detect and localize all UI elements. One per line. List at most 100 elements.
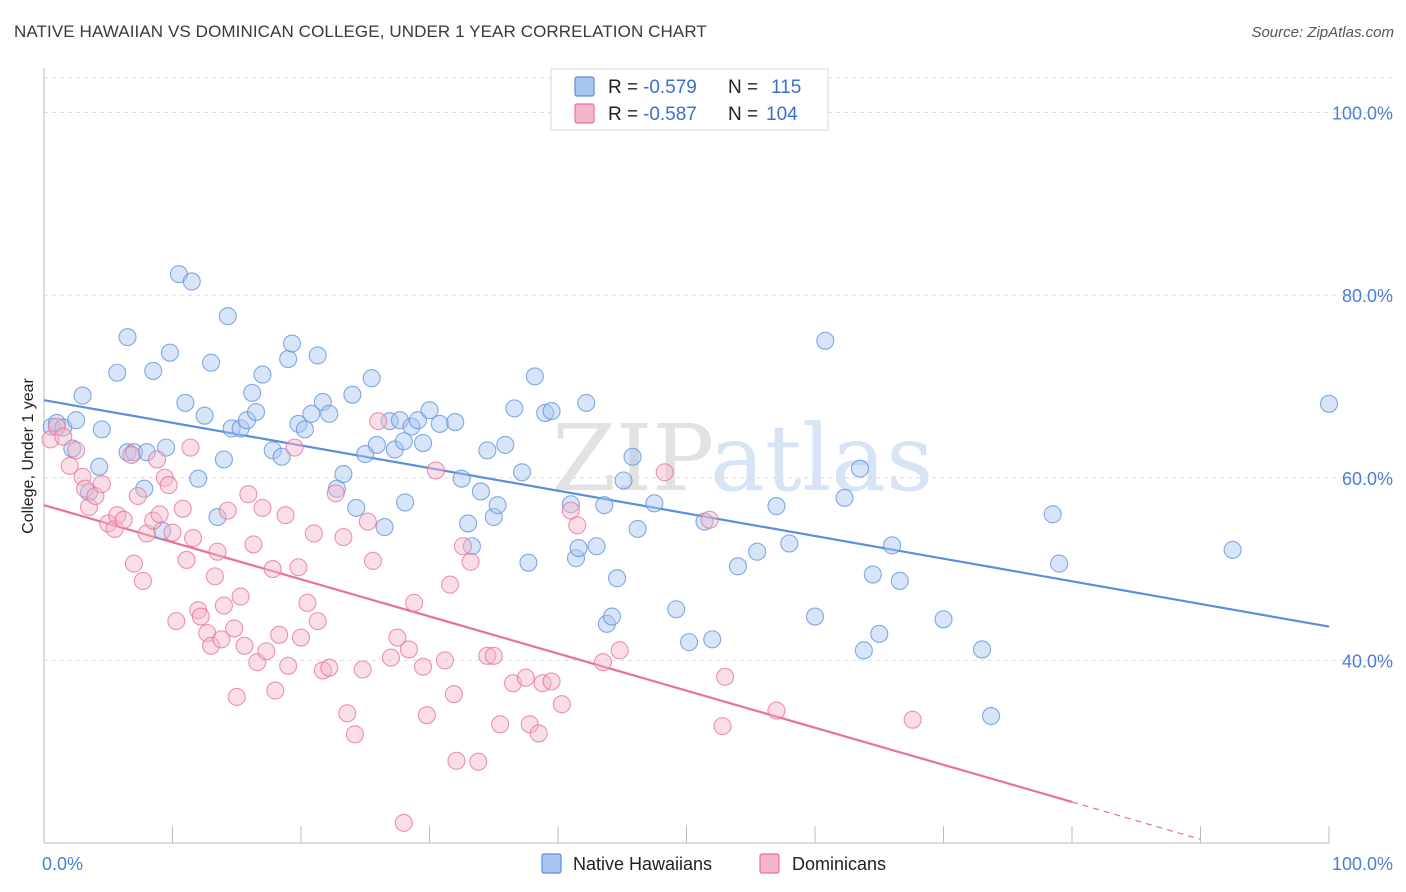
point-dominicans-16 — [128, 486, 147, 506]
point-native-hawaiians-88 — [645, 494, 664, 513]
point-native-hawaiians-106 — [934, 610, 953, 629]
point-dominicans-7 — [79, 497, 99, 517]
point-native-hawaiians-95 — [767, 497, 786, 516]
point-dominicans-43 — [239, 485, 258, 504]
point-native-hawaiians-54 — [390, 411, 409, 430]
point-dominicans-92 — [542, 672, 561, 691]
point-dominicans-91 — [533, 674, 552, 693]
point-native-hawaiians-102 — [863, 565, 882, 584]
point-dominicans-19 — [144, 511, 163, 530]
point-dominicans-86 — [491, 715, 510, 734]
point-dominicans-102 — [767, 701, 786, 720]
point-native-hawaiians-7 — [90, 457, 109, 476]
point-dominicans-73 — [405, 593, 424, 612]
point-native-hawaiians-100 — [850, 459, 870, 478]
point-native-hawaiians-63 — [458, 514, 478, 533]
point-native-hawaiians-15 — [144, 361, 163, 380]
y-tick-label-0: 40.0% — [1342, 651, 1393, 671]
legend-swatch-blue — [574, 76, 595, 97]
point-native-hawaiians-20 — [176, 393, 195, 412]
point-dominicans-103 — [903, 710, 922, 729]
point-dominicans-28 — [181, 438, 200, 457]
point-dominicans-82 — [461, 552, 480, 571]
point-dominicans-29 — [184, 528, 203, 548]
point-dominicans-37 — [214, 596, 233, 615]
point-dominicans-66 — [358, 512, 377, 531]
point-dominicans-71 — [394, 813, 413, 832]
legend-blue-n-label: N = — [728, 77, 758, 98]
series-legend: Native Hawaiians Dominicans — [541, 853, 886, 874]
trend-lines — [43, 399, 1330, 840]
point-dominicans-27 — [177, 550, 196, 569]
point-dominicans-58 — [308, 612, 327, 631]
point-dominicans-67 — [363, 551, 383, 570]
point-native-hawaiians-55 — [396, 493, 415, 512]
point-native-hawaiians-65 — [471, 482, 490, 501]
point-dominicans-85 — [484, 646, 503, 665]
point-native-hawaiians-21 — [182, 272, 201, 291]
point-dominicans-50 — [270, 625, 289, 644]
point-dominicans-100 — [713, 717, 732, 736]
legend-pink-r-value: -0.587 — [643, 104, 697, 125]
point-dominicans-99 — [700, 510, 719, 529]
trend-line-dominicans — [43, 504, 1073, 803]
point-native-hawaiians-27 — [218, 307, 237, 326]
point-native-hawaiians-47 — [347, 498, 366, 517]
x-tick-label-1: 100.0% — [1332, 854, 1393, 874]
axes: 40.0% 60.0% 80.0% 100.0% 0.0% 100.0% — [42, 68, 1393, 874]
point-dominicans-33 — [202, 636, 221, 655]
legend-blue-n-value: 115 — [771, 77, 801, 98]
point-native-hawaiians-113 — [394, 432, 413, 451]
point-dominicans-57 — [304, 524, 323, 543]
point-native-hawaiians-50 — [367, 435, 386, 454]
point-dominicans-78 — [441, 575, 460, 594]
point-dominicans-12 — [108, 506, 127, 525]
watermark: ZIP atlas — [552, 405, 933, 512]
point-dominicans-3 — [60, 456, 79, 475]
point-native-hawaiians-3 — [67, 411, 86, 430]
point-native-hawaiians-43 — [320, 404, 339, 423]
point-native-hawaiians-40 — [302, 404, 321, 423]
point-dominicans-38 — [218, 501, 237, 520]
y-axis-title: College, Under 1 year — [20, 378, 37, 534]
point-dominicans-47 — [257, 642, 276, 661]
point-native-hawaiians-25 — [208, 507, 227, 527]
point-dominicans-24 — [163, 523, 182, 542]
point-native-hawaiians-5 — [92, 420, 111, 439]
point-native-hawaiians-70 — [505, 399, 524, 418]
point-native-hawaiians-104 — [883, 536, 902, 555]
point-native-hawaiians-68 — [488, 496, 507, 515]
data-points — [41, 265, 1339, 832]
point-dominicans-49 — [266, 681, 285, 700]
point-native-hawaiians-71 — [512, 463, 532, 482]
point-native-hawaiians-56 — [402, 417, 421, 436]
series-label-dominicans: Dominicans — [792, 854, 886, 874]
point-dominicans-36 — [212, 630, 231, 649]
y-tick-label-2: 80.0% — [1342, 286, 1393, 306]
point-native-hawaiians-94 — [748, 542, 767, 561]
point-dominicans-97 — [610, 641, 629, 660]
point-dominicans-70 — [388, 628, 407, 647]
point-native-hawaiians-78 — [569, 539, 588, 558]
y-tick-label-1: 60.0% — [1342, 469, 1393, 489]
point-dominicans-98 — [655, 463, 674, 482]
point-native-hawaiians-76 — [561, 495, 580, 514]
point-dominicans-62 — [334, 528, 353, 547]
point-native-hawaiians-35 — [272, 447, 291, 466]
point-native-hawaiians-112 — [1319, 394, 1339, 413]
point-native-hawaiians-89 — [667, 600, 686, 619]
point-native-hawaiians-45 — [334, 465, 353, 484]
point-native-hawaiians-110 — [1050, 554, 1069, 573]
point-dominicans-64 — [345, 725, 365, 744]
point-native-hawaiians-79 — [577, 393, 596, 412]
point-dominicans-54 — [289, 558, 308, 577]
point-native-hawaiians-105 — [890, 571, 909, 590]
point-dominicans-61 — [326, 484, 345, 503]
point-dominicans-75 — [417, 706, 436, 725]
legend-pink-n-value: 104 — [766, 104, 798, 125]
point-native-hawaiians-67 — [484, 507, 503, 527]
point-dominicans-25 — [167, 612, 186, 631]
point-dominicans-14 — [122, 445, 141, 464]
point-native-hawaiians-109 — [1043, 505, 1062, 524]
